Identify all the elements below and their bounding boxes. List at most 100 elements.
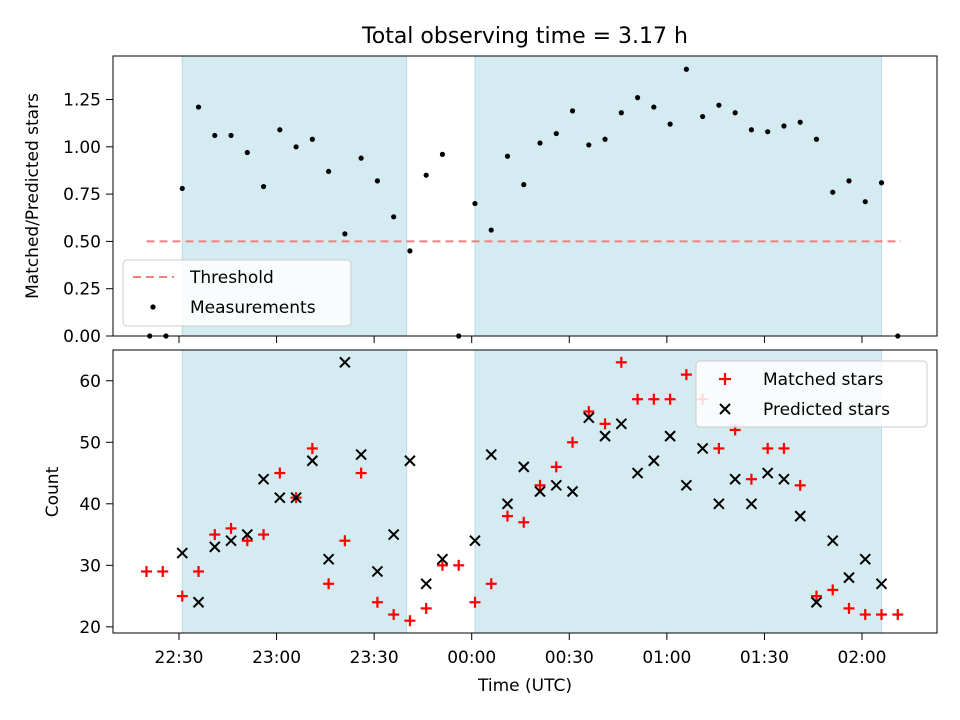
bottom-shaded-region-1 bbox=[181, 349, 408, 634]
predicted-star-point bbox=[648, 455, 660, 467]
matched-star-point bbox=[209, 529, 221, 541]
predicted-star-point bbox=[550, 479, 562, 492]
bottom-axes-frame bbox=[112, 349, 938, 634]
measurement-point bbox=[878, 180, 885, 186]
predicted-star-point bbox=[615, 418, 628, 430]
matched-star-point bbox=[648, 393, 660, 405]
matched-star-point bbox=[355, 467, 367, 479]
predicted-star-point bbox=[469, 535, 481, 547]
matched-star-point bbox=[794, 479, 806, 491]
matched-star-point bbox=[827, 584, 839, 596]
predicted-star-point bbox=[810, 596, 823, 608]
x-tick-label: 23:30 bbox=[350, 648, 399, 668]
predicted-star-point bbox=[436, 553, 449, 565]
measurement-point bbox=[732, 110, 738, 116]
measurement-point bbox=[277, 127, 283, 133]
predicted-star-point bbox=[209, 541, 221, 553]
predicted-star-point bbox=[306, 455, 319, 467]
matched-star-point bbox=[501, 510, 513, 522]
predicted-star-point bbox=[387, 528, 400, 541]
bottom-legend: Matched stars Predicted stars bbox=[695, 360, 928, 428]
measurement-point bbox=[195, 104, 202, 110]
matched-star-point bbox=[876, 609, 888, 621]
measurement-point bbox=[260, 183, 267, 190]
matched-star-point bbox=[664, 393, 676, 405]
measurement-point bbox=[765, 129, 771, 135]
x-tick-label: 00:30 bbox=[545, 648, 594, 668]
top-panel: 0.00 0.25 0.50 0.75 1.00 1.25 Matched/Predict… bbox=[23, 55, 938, 347]
measurement-point bbox=[683, 66, 689, 72]
measurement-point bbox=[667, 121, 673, 127]
predicted-star-point bbox=[518, 461, 530, 473]
matched-star-point bbox=[225, 522, 237, 534]
matched-star-point bbox=[762, 442, 774, 454]
predicted-star-point bbox=[827, 535, 839, 547]
bottom-y-axis-label: Count bbox=[43, 466, 63, 517]
matched-star-point bbox=[843, 602, 855, 614]
top-chart-title: Total observing time = 3.17 h bbox=[361, 24, 688, 49]
matched-star-point bbox=[176, 590, 188, 602]
measurement-point bbox=[358, 155, 364, 161]
matched-star-point bbox=[274, 467, 286, 479]
matched-star-point bbox=[518, 516, 530, 528]
matched-star-point bbox=[258, 529, 270, 541]
top-y-tick-label: 0.75 bbox=[63, 185, 101, 205]
predicted-star-point bbox=[599, 430, 611, 442]
predicted-star-point bbox=[274, 491, 286, 504]
measurement-point bbox=[326, 168, 332, 175]
predicted-star-point bbox=[404, 455, 416, 467]
predicted-star-point bbox=[794, 510, 806, 522]
measurement-point bbox=[504, 153, 511, 159]
predicted-star-point bbox=[192, 596, 205, 608]
predicted-star-point bbox=[485, 448, 497, 461]
x-tick-label: 02:00 bbox=[838, 648, 887, 668]
x-tick-label: 01:00 bbox=[642, 648, 691, 668]
top-y-axis-label: Matched/Predicted stars bbox=[23, 93, 43, 299]
bottom-y-tick-label: 60 bbox=[79, 372, 101, 392]
matched-star-point bbox=[453, 559, 465, 571]
bottom-y-tick-label: 50 bbox=[79, 433, 101, 453]
predicted-star-point bbox=[176, 547, 188, 559]
top-shaded-region-2 bbox=[474, 55, 883, 337]
top-y-tick-label: 0.50 bbox=[63, 232, 101, 252]
bottom-panel: 20 30 40 50 60 22:30 23:00 23:30 00:00 00:30 01:00… bbox=[43, 349, 938, 696]
measurement-point bbox=[700, 113, 706, 120]
top-legend: Threshold Measurements bbox=[122, 259, 352, 327]
measurement-point bbox=[781, 123, 787, 129]
legend-predicted-swatch bbox=[719, 403, 731, 415]
predicted-star-point bbox=[225, 535, 237, 547]
matched-star-point bbox=[778, 442, 790, 454]
predicted-star-point bbox=[631, 467, 644, 479]
matched-star-point bbox=[680, 369, 692, 381]
measurement-point bbox=[407, 248, 413, 254]
predicted-star-point bbox=[713, 498, 725, 510]
x-tick-label: 00:00 bbox=[447, 648, 496, 668]
measurement-point bbox=[293, 144, 299, 150]
measurement-point bbox=[537, 140, 543, 146]
predicted-star-point bbox=[420, 578, 432, 590]
matched-star-point bbox=[615, 356, 627, 368]
measurement-point bbox=[472, 200, 478, 207]
top-y-tick-label: 0.00 bbox=[63, 327, 101, 347]
predicted-star-point bbox=[583, 411, 595, 424]
measurement-point bbox=[830, 189, 836, 195]
measurement-point bbox=[228, 132, 234, 139]
legend-matched-swatch bbox=[719, 373, 731, 385]
measurement-point bbox=[862, 199, 868, 205]
predicted-star-point bbox=[729, 473, 741, 485]
measurement-point bbox=[391, 214, 397, 220]
bottom-y-tick-label: 40 bbox=[79, 495, 101, 515]
legend-measurements-label: Measurements bbox=[190, 298, 316, 318]
matched-star-point bbox=[550, 461, 562, 473]
matched-star-point bbox=[388, 609, 400, 621]
bottom-y-tick-label: 30 bbox=[79, 556, 101, 576]
matched-star-point bbox=[420, 602, 432, 614]
top-y-tick-label: 1.00 bbox=[63, 138, 101, 158]
matched-star-point bbox=[567, 436, 579, 448]
top-y-tick-label: 0.25 bbox=[63, 280, 101, 300]
predicted-star-point bbox=[290, 491, 302, 504]
measurement-point bbox=[602, 136, 608, 142]
top-axes-frame bbox=[112, 55, 938, 337]
bottom-y-tick-label: 20 bbox=[79, 618, 101, 638]
